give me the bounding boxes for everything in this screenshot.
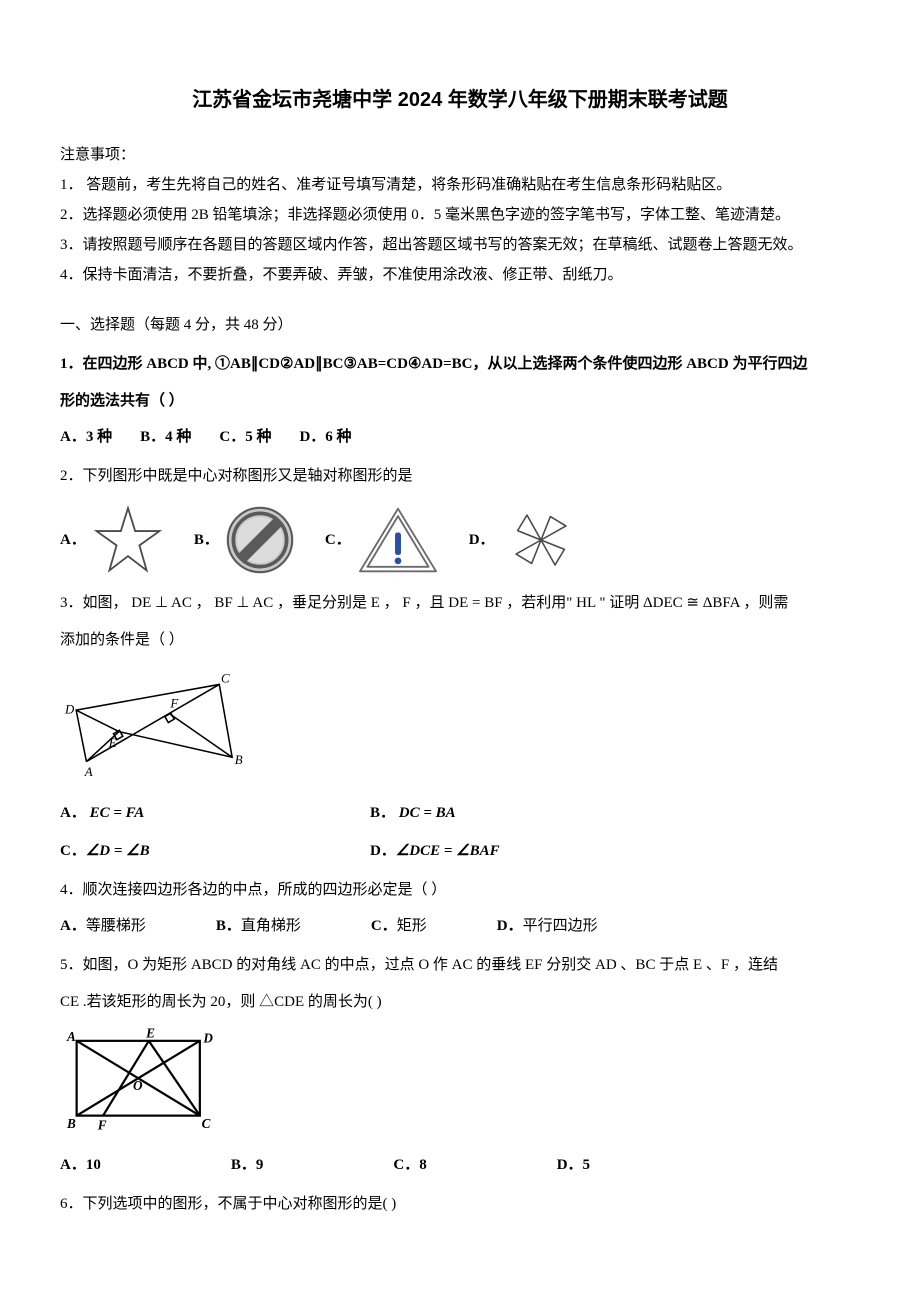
note-item: 3．请按照题号顺序在各题目的答题区域内作答，超出答题区域书写的答案无效；在草稿纸…	[60, 230, 860, 260]
q2-opt-b: B．	[194, 505, 295, 575]
section-heading: 一、选择题（每题 4 分，共 48 分）	[60, 310, 860, 340]
q2-stem: 2．下列图形中既是中心对称图形又是轴对称图形的是	[60, 460, 860, 493]
q5-stem2: CE .若该矩形的周长为 20，则 △CDE 的周长为( )	[60, 986, 860, 1019]
q4-options: A．等腰梯形 B．直角梯形 C．矩形 D．平行四边形	[60, 911, 860, 941]
q2-figures: A． B． C． D．	[60, 501, 860, 579]
svg-text:E: E	[145, 1025, 155, 1040]
svg-text:D: D	[64, 703, 75, 717]
svg-text:B: B	[235, 753, 243, 767]
no-entry-icon	[225, 505, 295, 575]
q1-opt-a: A．3 种	[60, 422, 112, 452]
svg-text:E: E	[108, 736, 117, 750]
q4-opt-a: A．等腰梯形	[60, 911, 146, 941]
q5-opt-a: A．10	[60, 1150, 101, 1180]
q2-b-label: B．	[194, 525, 219, 555]
q1-stem-line1: 1．在四边形 ABCD 中, ①AB∥CD②AD∥BC③AB=CD④AD=BC，…	[60, 348, 860, 381]
svg-text:O: O	[133, 1078, 143, 1093]
q4-stem: 4．顺次连接四边形各边的中点，所成的四边形必定是（ ）	[60, 874, 860, 907]
star-icon	[92, 506, 164, 574]
q2-opt-d: D．	[469, 501, 581, 579]
svg-text:F: F	[97, 1118, 107, 1133]
q2-opt-a: A．	[60, 506, 164, 574]
q3-stem-text: 3．如图， DE ⊥ AC ， BF ⊥ AC ，垂足分别是 E ， F ，且 …	[60, 595, 788, 611]
q3-stem: 3．如图， DE ⊥ AC ， BF ⊥ AC ，垂足分别是 E ， F ，且 …	[60, 587, 860, 620]
q3-opt-b: B． DC = BA	[370, 798, 860, 828]
q1-opt-b: B．4 种	[140, 422, 191, 452]
note-item: 1． 答题前，考生先将自己的姓名、准考证号填写清楚，将条形码准确粘贴在考生信息条…	[60, 170, 860, 200]
q3-opt-a: A． EC = FA	[60, 798, 370, 828]
q3-opt-d: D．∠DCE = ∠BAF	[370, 836, 860, 866]
q1-opt-c: C．5 种	[219, 422, 271, 452]
notes-heading: 注意事项：	[60, 140, 860, 170]
q2-opt-c: C．	[325, 505, 439, 575]
q5-opt-b: B．9	[231, 1150, 264, 1180]
q4-opt-b: B．直角梯形	[216, 911, 301, 941]
q2-a-label: A．	[60, 525, 86, 555]
page-title: 江苏省金坛市尧塘中学 2024 年数学八年级下册期末联考试题	[60, 80, 860, 120]
svg-text:A: A	[84, 765, 93, 779]
q1-opt-d: D．6 种	[299, 422, 351, 452]
q5-options: A．10 B．9 C．8 D．5	[60, 1150, 860, 1180]
warning-triangle-icon	[357, 505, 439, 575]
svg-text:D: D	[202, 1031, 213, 1046]
q5-opt-c: C．8	[393, 1150, 426, 1180]
svg-text:F: F	[169, 697, 178, 711]
svg-text:C: C	[202, 1116, 211, 1131]
q3-stem2: 添加的条件是（ ）	[60, 624, 860, 657]
pinwheel-icon	[501, 501, 581, 579]
svg-text:A: A	[66, 1029, 76, 1044]
q3-options: A． EC = FA B． DC = BA C．∠D = ∠B D．∠DCE =…	[60, 798, 860, 866]
q5-opt-d: D．5	[557, 1150, 590, 1180]
note-item: 4．保持卡面清洁，不要折叠，不要弄破、弄皱，不准使用涂改液、修正带、刮纸刀。	[60, 260, 860, 290]
q3-diagram: A D C B E F	[60, 663, 860, 794]
q5-diagram: A E D B F C O	[60, 1025, 860, 1146]
svg-text:C: C	[221, 672, 230, 686]
q2-c-label: C．	[325, 525, 351, 555]
note-item: 2．选择题必须使用 2B 铅笔填涂；非选择题必须使用 0．5 毫米黑色字迹的签字…	[60, 200, 860, 230]
q2-d-label: D．	[469, 525, 495, 555]
q4-opt-c: C．矩形	[371, 911, 427, 941]
q1-options: A．3 种 B．4 种 C．5 种 D．6 种	[60, 422, 860, 452]
q5-stem1: 5．如图，O 为矩形 ABCD 的对角线 AC 的中点，过点 O 作 AC 的垂…	[60, 949, 860, 982]
q3-opt-c: C．∠D = ∠B	[60, 836, 370, 866]
svg-text:B: B	[66, 1116, 76, 1131]
q4-opt-d: D．平行四边形	[497, 911, 598, 941]
q6-stem: 6．下列选项中的图形，不属于中心对称图形的是( )	[60, 1188, 860, 1221]
q5-stem2-text: CE .若该矩形的周长为 20，则 △CDE 的周长为( )	[60, 994, 382, 1010]
q1-stem-line2: 形的选法共有（ ）	[60, 385, 860, 418]
